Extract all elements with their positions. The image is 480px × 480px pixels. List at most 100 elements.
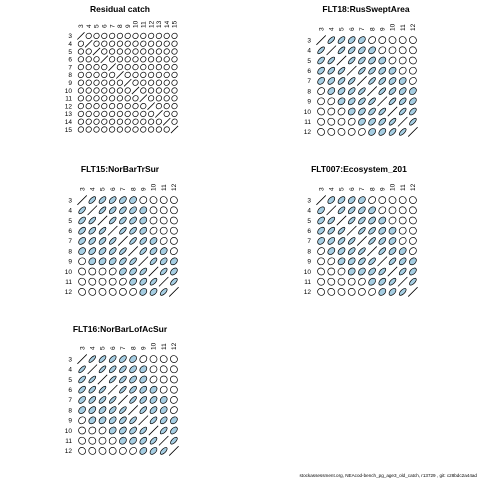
row-label: 6 xyxy=(68,228,72,235)
correlation-ellipse xyxy=(116,32,123,39)
correlation-ellipse xyxy=(358,196,366,204)
correlation-ellipse xyxy=(98,267,107,276)
correlation-ellipse xyxy=(317,237,325,245)
correlation-ellipse xyxy=(98,237,107,245)
correlation-ellipse xyxy=(163,40,170,47)
correlation-ellipse xyxy=(163,126,170,133)
correlation-ellipse xyxy=(347,46,356,55)
correlation-ellipse xyxy=(327,97,336,106)
correlation-ellipse xyxy=(139,375,148,384)
correlation-ellipse xyxy=(78,365,86,374)
correlation-ellipse xyxy=(317,257,325,266)
correlation-ellipse xyxy=(327,56,336,65)
correlation-ellipse xyxy=(409,77,417,85)
correlation-ellipse xyxy=(132,48,139,55)
correlation-ellipse xyxy=(170,257,178,266)
correlation-ellipse xyxy=(388,277,397,286)
correlation-ellipse xyxy=(93,126,100,133)
correlation-ellipse xyxy=(119,277,127,286)
correlation-ellipse xyxy=(129,196,137,204)
correlation-ellipse xyxy=(358,288,366,296)
row-label: 8 xyxy=(307,88,311,95)
correlation-ellipse xyxy=(148,32,155,39)
correlation-ellipse xyxy=(140,64,147,71)
correlation-ellipse xyxy=(327,237,336,245)
diagonal-cell xyxy=(170,125,179,134)
correlation-ellipse xyxy=(116,48,123,55)
diagonal-cell xyxy=(397,116,408,127)
correlation-ellipse xyxy=(327,226,336,235)
correlation-ellipse xyxy=(409,216,417,225)
correlation-ellipse xyxy=(93,95,100,102)
correlation-ellipse xyxy=(358,46,366,55)
row-label: 9 xyxy=(68,418,72,425)
column-label: 9 xyxy=(380,187,387,191)
correlation-ellipse xyxy=(155,87,162,94)
row-label: 6 xyxy=(307,68,311,75)
correlation-ellipse xyxy=(378,277,387,286)
column-label: 3 xyxy=(318,27,325,31)
correlation-ellipse xyxy=(108,277,117,286)
correlation-ellipse xyxy=(119,365,127,374)
column-label: 3 xyxy=(78,24,85,28)
correlation-ellipse xyxy=(108,216,117,225)
correlation-ellipse xyxy=(337,36,346,44)
row-label: 4 xyxy=(307,208,311,215)
row-label: 6 xyxy=(307,228,311,235)
correlation-ellipse xyxy=(171,79,178,86)
panel-flt15-norbartrsur: FLT15:NorBarTrSur33445566778899101011111… xyxy=(65,164,179,297)
correlation-ellipse xyxy=(132,95,139,102)
correlation-ellipse xyxy=(327,247,336,255)
correlation-ellipse xyxy=(409,196,417,204)
correlation-ellipse xyxy=(155,118,162,125)
correlation-ellipse xyxy=(109,56,116,63)
correlation-ellipse xyxy=(108,237,117,245)
row-label: 4 xyxy=(68,208,72,215)
correlation-ellipse xyxy=(378,226,387,235)
column-label: 7 xyxy=(120,346,127,350)
correlation-ellipse xyxy=(388,216,397,225)
row-label: 11 xyxy=(65,438,72,445)
correlation-ellipse xyxy=(140,118,147,125)
correlation-ellipse xyxy=(148,79,155,86)
column-label: 8 xyxy=(369,187,376,191)
correlation-ellipse xyxy=(358,277,366,286)
diagonal-cell xyxy=(316,195,327,206)
correlation-ellipse xyxy=(77,126,84,133)
correlation-ellipse xyxy=(327,277,336,286)
correlation-ellipse xyxy=(155,56,162,63)
correlation-ellipse xyxy=(148,56,155,63)
correlation-ellipse xyxy=(149,216,158,225)
correlation-ellipse xyxy=(159,267,168,276)
correlation-ellipse xyxy=(98,406,107,414)
correlation-ellipse xyxy=(398,66,407,75)
correlation-ellipse xyxy=(159,226,168,235)
correlation-ellipse xyxy=(132,40,139,47)
diagonal-cell xyxy=(100,55,109,64)
correlation-ellipse xyxy=(163,32,170,39)
correlation-ellipse xyxy=(163,79,170,86)
correlation-ellipse xyxy=(155,40,162,47)
correlation-ellipse xyxy=(78,288,86,296)
correlation-ellipse xyxy=(368,277,376,286)
column-label: 5 xyxy=(100,346,107,350)
correlation-ellipse xyxy=(140,87,147,94)
correlation-ellipse xyxy=(347,277,356,286)
correlation-ellipse xyxy=(409,117,417,126)
correlation-ellipse xyxy=(119,375,127,384)
correlation-ellipse xyxy=(409,87,417,95)
correlation-ellipse xyxy=(124,71,131,78)
diagonal-cell xyxy=(158,435,169,446)
correlation-ellipse xyxy=(378,128,387,136)
diagonal-cell xyxy=(367,86,378,97)
diagonal-cell xyxy=(107,225,118,236)
correlation-ellipse xyxy=(358,66,366,75)
correlation-ellipse xyxy=(116,110,123,117)
correlation-ellipse xyxy=(368,267,376,276)
correlation-ellipse xyxy=(368,46,376,55)
diagonal-cell xyxy=(77,32,85,40)
correlation-ellipse xyxy=(108,416,117,425)
correlation-ellipse xyxy=(327,66,336,75)
correlation-ellipse xyxy=(368,288,376,296)
column-label: 10 xyxy=(133,20,140,28)
